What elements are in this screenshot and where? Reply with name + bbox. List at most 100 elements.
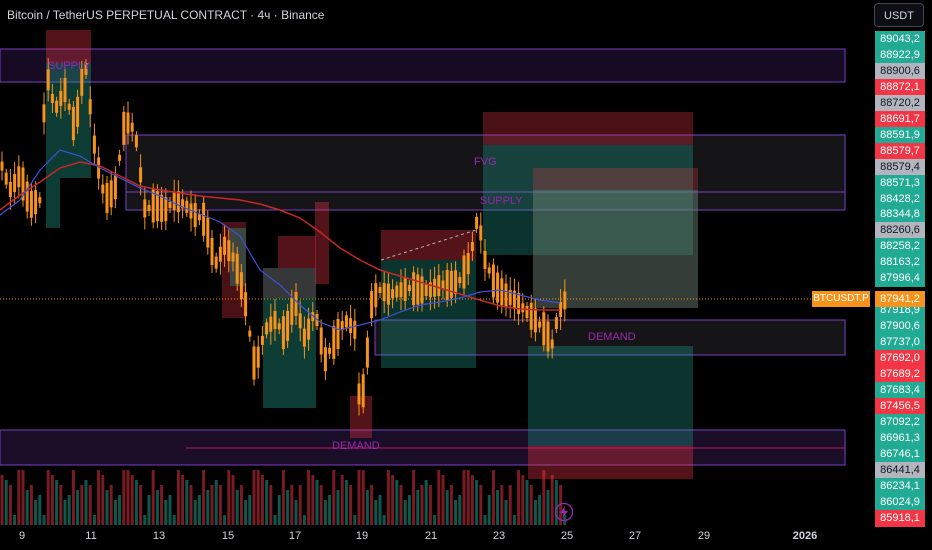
candle-body — [462, 255, 466, 289]
volume-bar — [281, 470, 285, 525]
volume-bar — [416, 490, 420, 525]
price-label: 87900,6 — [875, 318, 925, 336]
candle-body — [395, 285, 399, 298]
volume-bar — [374, 500, 378, 525]
volume-bar — [13, 515, 17, 525]
candle-body — [517, 293, 521, 315]
candle-body — [244, 292, 248, 317]
volume-bar — [298, 485, 302, 525]
candle-body — [63, 78, 67, 102]
candle-body — [34, 190, 38, 215]
candle-body — [50, 93, 54, 103]
candle-body — [76, 96, 80, 127]
volume-bar — [529, 485, 533, 525]
price-label: 87737,0 — [875, 334, 925, 352]
candle-body — [164, 197, 168, 222]
candle-body — [554, 317, 558, 329]
volume-bar — [483, 515, 487, 525]
candle-body — [546, 321, 550, 352]
candle-body — [273, 311, 277, 329]
price-label: 88579,7 — [875, 142, 925, 160]
volume-bar — [260, 475, 264, 525]
candlesticks — [0, 58, 567, 416]
candle-body — [181, 199, 185, 209]
candle-body — [0, 161, 4, 171]
volume-bar — [403, 500, 407, 525]
volume-bar — [59, 485, 63, 525]
candle-body — [139, 167, 143, 183]
candle-body — [151, 189, 155, 223]
volume-bar — [256, 470, 260, 525]
volume-bar — [357, 470, 361, 525]
candle-body — [252, 346, 256, 380]
price-label: 85918,1 — [875, 509, 925, 527]
candle-body — [160, 194, 164, 222]
currency-button[interactable]: USDT — [874, 3, 924, 27]
candle-body — [424, 284, 428, 296]
volume-bar — [311, 475, 315, 525]
candle-body — [361, 374, 365, 408]
volume-bar — [76, 490, 80, 525]
candle-body — [38, 197, 42, 204]
candle-body — [168, 202, 172, 208]
price-label: 86746,1 — [875, 445, 925, 463]
candle-body — [508, 290, 512, 306]
volume-bar — [290, 485, 294, 525]
volume-bar — [399, 485, 403, 525]
time-label: 15 — [221, 530, 235, 542]
candle-body — [336, 319, 340, 349]
candle-body — [504, 283, 508, 308]
volume-bar — [554, 480, 558, 525]
volume-bar — [491, 470, 495, 525]
volume-bar — [168, 495, 172, 525]
candle-body — [281, 316, 285, 350]
volume-bar — [487, 495, 491, 525]
candle-body — [134, 135, 138, 148]
volume-bar — [470, 475, 474, 525]
volume-bar — [437, 470, 441, 525]
candle-body — [298, 313, 302, 329]
volume-bar — [206, 490, 210, 525]
volume-bar — [449, 485, 453, 525]
lightning-icon[interactable] — [554, 502, 574, 522]
volume-bar — [365, 490, 369, 525]
candle-body — [437, 275, 441, 297]
price-axis[interactable]: 89043,2 88922,9 88900,6 88872,1 88720,2 88691… — [875, 28, 932, 527]
volume-bar — [109, 485, 113, 525]
volume-bar — [202, 470, 206, 525]
price-label: 87692,0 — [875, 350, 925, 367]
price-label: 86024,9 — [875, 493, 925, 511]
volume-bars — [0, 470, 567, 525]
candle-body — [126, 112, 130, 134]
candle-body — [454, 270, 458, 295]
candle-body — [105, 183, 109, 213]
volume-bar — [391, 475, 395, 525]
volume-bar — [424, 480, 428, 525]
candle-body — [218, 246, 222, 262]
volume-bar — [147, 495, 151, 525]
candle-body — [403, 276, 407, 301]
volume-bar — [323, 500, 327, 525]
volume-bar — [277, 495, 281, 525]
candle-body — [525, 306, 529, 318]
volume-bar — [441, 475, 445, 525]
candle-body — [155, 191, 159, 222]
price-label: 87683,4 — [875, 381, 925, 399]
candle-body — [441, 280, 445, 290]
volume-bar — [46, 470, 50, 525]
candle-body — [25, 181, 29, 212]
volume-bar — [542, 470, 546, 525]
volume-bar — [122, 470, 126, 525]
volume-bar — [479, 485, 483, 525]
candle-body — [479, 225, 483, 241]
candle-body — [113, 175, 117, 200]
price-label: 86441,4 — [875, 461, 925, 479]
candle-body — [357, 383, 361, 405]
volume-bar — [17, 470, 21, 525]
volume-bar — [496, 490, 500, 525]
time-label: 13 — [152, 530, 166, 542]
volume-bar — [395, 480, 399, 525]
volume-bar — [21, 470, 25, 525]
candle-body — [80, 68, 84, 96]
